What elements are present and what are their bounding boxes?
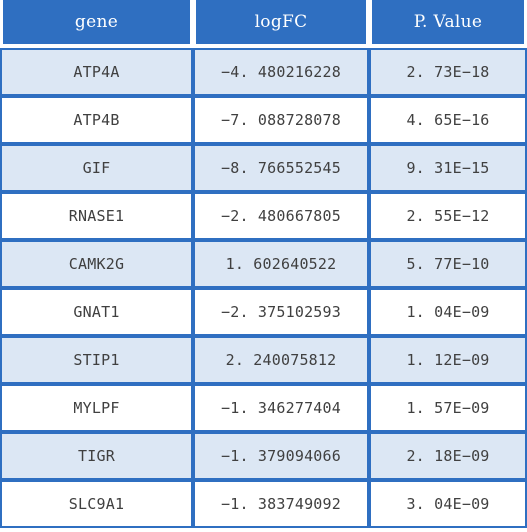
cell-gene: ATP4B bbox=[0, 96, 193, 144]
table-row: MYLPF −1. 346277404 1. 57E−09 bbox=[0, 384, 527, 432]
cell-pvalue: 4. 65E−16 bbox=[369, 96, 527, 144]
cell-logfc: −1. 383749092 bbox=[193, 480, 369, 528]
table-row: STIP1 2. 240075812 1. 12E−09 bbox=[0, 336, 527, 384]
cell-logfc: −4. 480216228 bbox=[193, 48, 369, 96]
table-row: SLC9A1 −1. 383749092 3. 04E−09 bbox=[0, 480, 527, 528]
cell-logfc: −8. 766552545 bbox=[193, 144, 369, 192]
cell-pvalue: 9. 31E−15 bbox=[369, 144, 527, 192]
table-row: RNASE1 −2. 480667805 2. 55E−12 bbox=[0, 192, 527, 240]
header-logfc: logFC bbox=[193, 0, 369, 48]
cell-logfc: −1. 346277404 bbox=[193, 384, 369, 432]
cell-gene: GIF bbox=[0, 144, 193, 192]
table-row: ATP4B −7. 088728078 4. 65E−16 bbox=[0, 96, 527, 144]
cell-pvalue: 2. 18E−09 bbox=[369, 432, 527, 480]
cell-gene: CAMK2G bbox=[0, 240, 193, 288]
header-gene: gene bbox=[0, 0, 193, 48]
cell-logfc: 1. 602640522 bbox=[193, 240, 369, 288]
cell-gene: TIGR bbox=[0, 432, 193, 480]
cell-gene: ATP4A bbox=[0, 48, 193, 96]
cell-pvalue: 2. 73E−18 bbox=[369, 48, 527, 96]
cell-pvalue: 1. 57E−09 bbox=[369, 384, 527, 432]
cell-gene: SLC9A1 bbox=[0, 480, 193, 528]
header-row: gene logFC P. Value bbox=[0, 0, 527, 48]
table-row: GIF −8. 766552545 9. 31E−15 bbox=[0, 144, 527, 192]
cell-logfc: 2. 240075812 bbox=[193, 336, 369, 384]
table-row: TIGR −1. 379094066 2. 18E−09 bbox=[0, 432, 527, 480]
cell-gene: STIP1 bbox=[0, 336, 193, 384]
cell-pvalue: 3. 04E−09 bbox=[369, 480, 527, 528]
cell-gene: GNAT1 bbox=[0, 288, 193, 336]
cell-gene: MYLPF bbox=[0, 384, 193, 432]
cell-pvalue: 1. 12E−09 bbox=[369, 336, 527, 384]
cell-logfc: −2. 375102593 bbox=[193, 288, 369, 336]
cell-pvalue: 1. 04E−09 bbox=[369, 288, 527, 336]
cell-pvalue: 2. 55E−12 bbox=[369, 192, 527, 240]
cell-logfc: −1. 379094066 bbox=[193, 432, 369, 480]
header-pvalue: P. Value bbox=[369, 0, 527, 48]
cell-logfc: −2. 480667805 bbox=[193, 192, 369, 240]
table-row: CAMK2G 1. 602640522 5. 77E−10 bbox=[0, 240, 527, 288]
table-row: ATP4A −4. 480216228 2. 73E−18 bbox=[0, 48, 527, 96]
cell-gene: RNASE1 bbox=[0, 192, 193, 240]
cell-pvalue: 5. 77E−10 bbox=[369, 240, 527, 288]
table-row: GNAT1 −2. 375102593 1. 04E−09 bbox=[0, 288, 527, 336]
cell-logfc: −7. 088728078 bbox=[193, 96, 369, 144]
